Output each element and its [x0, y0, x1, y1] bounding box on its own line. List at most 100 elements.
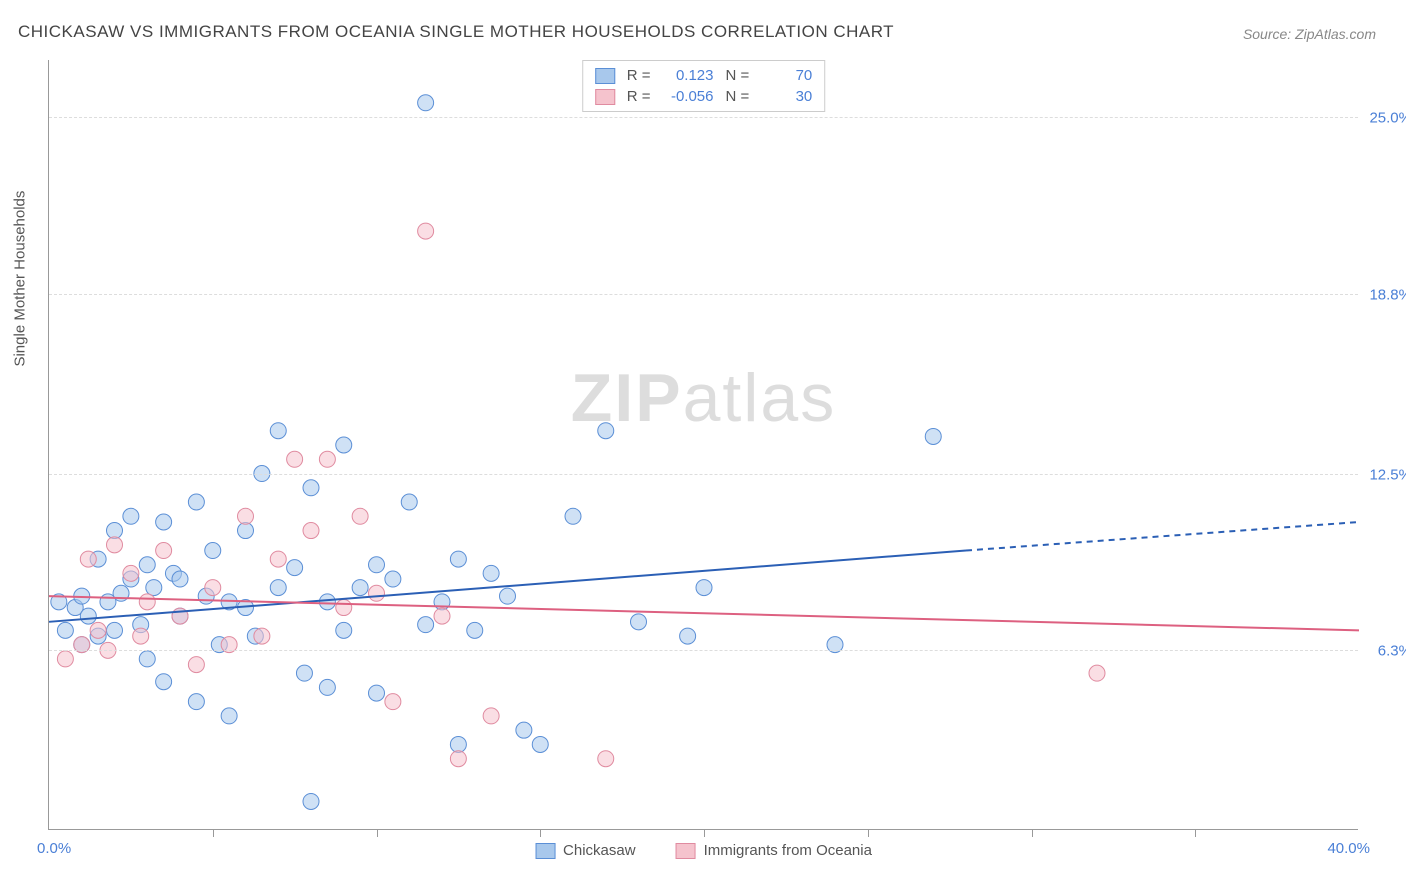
data-point — [139, 594, 155, 610]
gridline: 18.8% — [49, 294, 1358, 295]
data-point — [238, 508, 254, 524]
data-point — [352, 580, 368, 596]
data-point — [57, 651, 73, 667]
data-point — [270, 551, 286, 567]
data-point — [172, 571, 188, 587]
data-point — [1089, 665, 1105, 681]
data-point — [188, 494, 204, 510]
data-point — [146, 580, 162, 596]
data-point — [319, 679, 335, 695]
y-tick-label: 12.5% — [1369, 466, 1406, 483]
data-point — [336, 437, 352, 453]
data-point — [336, 600, 352, 616]
data-point — [450, 736, 466, 752]
data-point — [123, 565, 139, 581]
data-point — [631, 614, 647, 630]
data-point — [287, 451, 303, 467]
plot-svg — [49, 60, 1358, 829]
data-point — [133, 628, 149, 644]
data-point — [418, 223, 434, 239]
x-tick — [704, 829, 705, 837]
data-point — [500, 588, 516, 604]
data-point — [598, 423, 614, 439]
x-tick — [213, 829, 214, 837]
data-point — [598, 751, 614, 767]
regression-line-extrapolated — [966, 522, 1359, 551]
data-point — [156, 514, 172, 530]
data-point — [303, 793, 319, 809]
data-point — [205, 580, 221, 596]
data-point — [516, 722, 532, 738]
data-point — [188, 694, 204, 710]
data-point — [107, 537, 123, 553]
data-point — [352, 508, 368, 524]
y-tick-label: 18.8% — [1369, 286, 1406, 303]
data-point — [188, 657, 204, 673]
x-tick — [1195, 829, 1196, 837]
data-point — [80, 551, 96, 567]
swatch-series-2 — [595, 89, 615, 105]
data-point — [565, 508, 581, 524]
data-point — [303, 523, 319, 539]
legend: Chickasaw Immigrants from Oceania — [535, 842, 872, 859]
data-point — [369, 557, 385, 573]
data-point — [270, 580, 286, 596]
data-point — [270, 423, 286, 439]
data-point — [483, 708, 499, 724]
legend-swatch-1 — [535, 843, 555, 859]
data-point — [139, 651, 155, 667]
y-axis-label: Single Mother Households — [12, 191, 29, 367]
x-tick — [540, 829, 541, 837]
data-point — [401, 494, 417, 510]
data-point — [156, 543, 172, 559]
y-tick-label: 6.3% — [1378, 643, 1406, 660]
stats-row-1: R = 0.123 N = 70 — [595, 65, 813, 86]
data-point — [254, 628, 270, 644]
data-point — [303, 480, 319, 496]
data-point — [450, 551, 466, 567]
stats-box: R = 0.123 N = 70 R = -0.056 N = 30 — [582, 60, 826, 112]
data-point — [369, 685, 385, 701]
data-point — [418, 617, 434, 633]
x-axis-min-label: 0.0% — [37, 840, 71, 857]
data-point — [90, 622, 106, 638]
legend-item-1: Chickasaw — [535, 842, 636, 859]
data-point — [385, 694, 401, 710]
chart-container: CHICKASAW VS IMMIGRANTS FROM OCEANIA SIN… — [0, 0, 1406, 892]
x-tick — [377, 829, 378, 837]
gridline: 6.3% — [49, 650, 1358, 651]
data-point — [156, 674, 172, 690]
source-attribution: Source: ZipAtlas.com — [1243, 26, 1376, 42]
data-point — [434, 608, 450, 624]
data-point — [680, 628, 696, 644]
data-point — [221, 708, 237, 724]
chart-title: CHICKASAW VS IMMIGRANTS FROM OCEANIA SIN… — [18, 22, 894, 42]
data-point — [296, 665, 312, 681]
data-point — [336, 622, 352, 638]
legend-swatch-2 — [676, 843, 696, 859]
data-point — [450, 751, 466, 767]
gridline: 12.5% — [49, 474, 1358, 475]
data-point — [139, 557, 155, 573]
regression-line — [49, 551, 966, 622]
data-point — [319, 451, 335, 467]
data-point — [238, 523, 254, 539]
x-tick — [1032, 829, 1033, 837]
x-tick — [868, 829, 869, 837]
data-point — [369, 585, 385, 601]
y-tick-label: 25.0% — [1369, 110, 1406, 127]
data-point — [107, 523, 123, 539]
data-point — [287, 560, 303, 576]
stats-row-2: R = -0.056 N = 30 — [595, 86, 813, 107]
data-point — [467, 622, 483, 638]
data-point — [696, 580, 712, 596]
data-point — [925, 428, 941, 444]
swatch-series-1 — [595, 68, 615, 84]
data-point — [385, 571, 401, 587]
data-point — [532, 736, 548, 752]
legend-item-2: Immigrants from Oceania — [676, 842, 872, 859]
data-point — [107, 622, 123, 638]
plot-area: ZIPatlas R = 0.123 N = 70 R = -0.056 N =… — [48, 60, 1358, 830]
data-point — [205, 543, 221, 559]
data-point — [319, 594, 335, 610]
